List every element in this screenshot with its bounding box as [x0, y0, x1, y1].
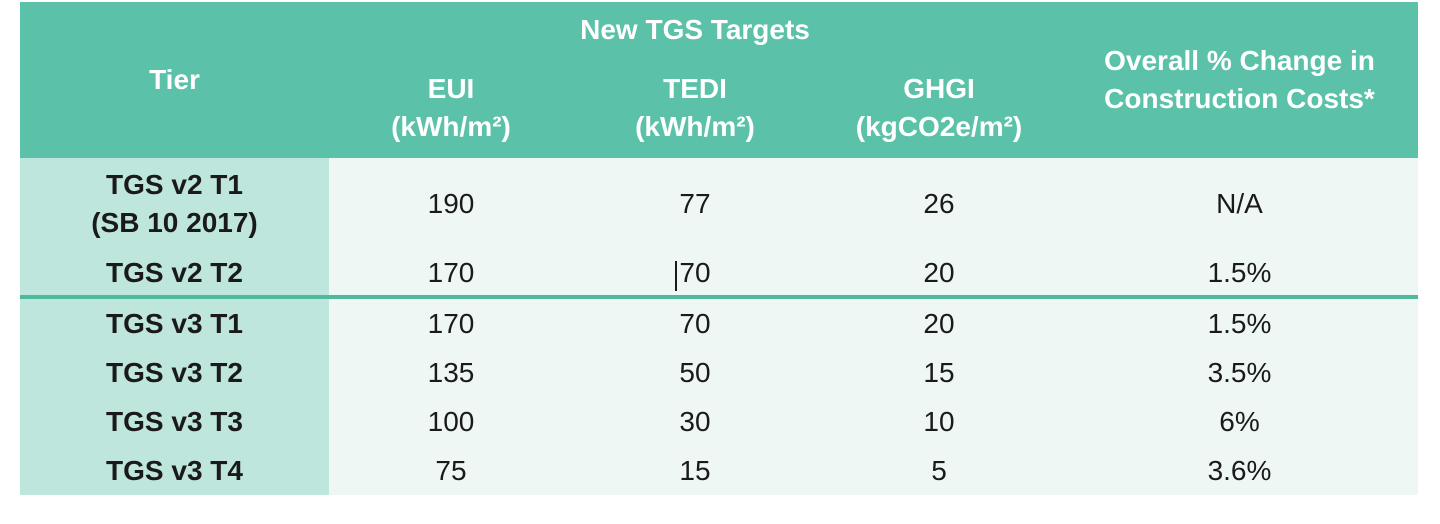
- eui-cell: 135: [329, 348, 573, 397]
- eui-cell: 100: [329, 397, 573, 446]
- header-ghgi: GHGI (kgCO2e/m²): [817, 58, 1061, 158]
- ghgi-cell: 20: [817, 299, 1061, 348]
- change-cell: 1.5%: [1061, 299, 1418, 348]
- header-eui-unit: (kWh/m²): [391, 111, 511, 142]
- change-cell: N/A: [1061, 158, 1418, 250]
- tier-cell: TGS v2 T2: [20, 250, 329, 299]
- header-tier: Tier: [20, 2, 329, 158]
- ghgi-cell: 5: [817, 446, 1061, 495]
- tedi-cell: 50: [573, 348, 817, 397]
- tgs-targets-table: Tier New TGS Targets Overall % Change in…: [20, 2, 1418, 495]
- header-eui: EUI (kWh/m²): [329, 58, 573, 158]
- table-row: TGS v3 T2 135 50 15 3.5%: [20, 348, 1418, 397]
- header-tedi-unit: (kWh/m²): [635, 111, 755, 142]
- tier-label: TGS v2 T1: [106, 169, 243, 200]
- eui-cell: 170: [329, 299, 573, 348]
- change-cell: 6%: [1061, 397, 1418, 446]
- tier-cell: TGS v2 T1 (SB 10 2017): [20, 158, 329, 250]
- header-overall-change-label: Overall % Change in Construction Costs*: [1104, 45, 1375, 114]
- change-cell: 1.5%: [1061, 250, 1418, 299]
- header-eui-label: EUI: [427, 73, 475, 104]
- ghgi-cell: 26: [817, 158, 1061, 250]
- header-tedi: TEDI (kWh/m²): [573, 58, 817, 158]
- table-row: TGS v3 T4 75 15 5 3.6%: [20, 446, 1418, 495]
- ghgi-cell: 15: [817, 348, 1061, 397]
- eui-cell: 170: [329, 250, 573, 299]
- change-cell: 3.5%: [1061, 348, 1418, 397]
- eui-cell: 75: [329, 446, 573, 495]
- tedi-cell: 30: [573, 397, 817, 446]
- tedi-cell: 70: [573, 299, 817, 348]
- ghgi-cell: 10: [817, 397, 1061, 446]
- tier-cell: TGS v3 T2: [20, 348, 329, 397]
- header-ghgi-unit: (kgCO2e/m²): [855, 111, 1023, 142]
- tier-cell: TGS v3 T4: [20, 446, 329, 495]
- tedi-cell: 70: [573, 250, 817, 299]
- header-overall-change: Overall % Change in Construction Costs*: [1061, 2, 1418, 158]
- tier-sublabel: (SB 10 2017): [91, 207, 258, 238]
- header-new-tgs-targets: New TGS Targets: [329, 2, 1061, 58]
- text-cursor-marker: 70: [679, 256, 711, 288]
- header-ghgi-label: GHGI: [903, 73, 975, 104]
- table-row: TGS v3 T1 170 70 20 1.5%: [20, 299, 1418, 348]
- ghgi-cell: 20: [817, 250, 1061, 299]
- table-row: TGS v2 T1 (SB 10 2017) 190 77 26 N/A: [20, 158, 1418, 250]
- tier-cell: TGS v3 T3: [20, 397, 329, 446]
- eui-cell: 190: [329, 158, 573, 250]
- tedi-cell: 15: [573, 446, 817, 495]
- table-row: TGS v2 T2 170 70 20 1.5%: [20, 250, 1418, 299]
- tier-cell: TGS v3 T1: [20, 299, 329, 348]
- table-row: TGS v3 T3 100 30 10 6%: [20, 397, 1418, 446]
- header-tedi-label: TEDI: [663, 73, 727, 104]
- tedi-cell: 77: [573, 158, 817, 250]
- change-cell: 3.6%: [1061, 446, 1418, 495]
